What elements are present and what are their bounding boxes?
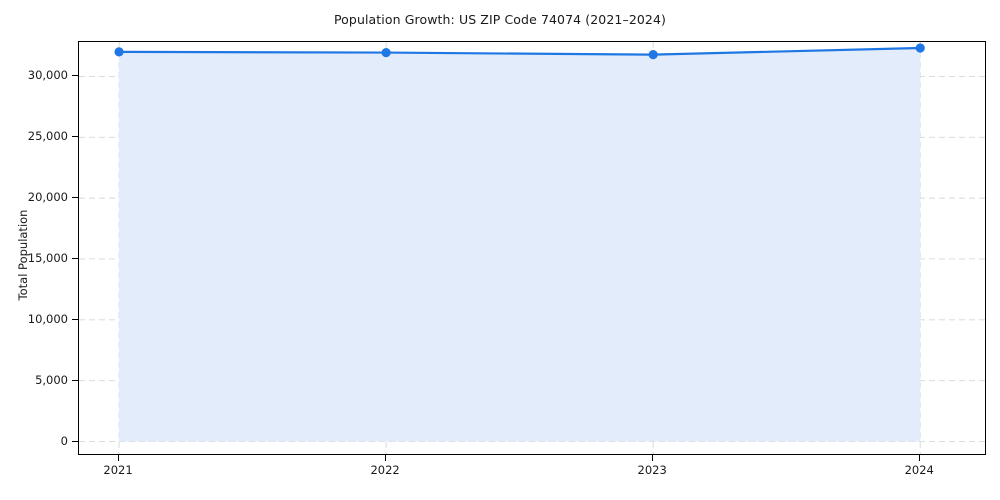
x-tick-label: 2024 [904,463,934,477]
data-point-marker [114,47,124,57]
y-tick-label: 25,000 [27,129,68,144]
y-tick-mark [72,440,78,442]
y-tick-label: 15,000 [27,250,68,265]
chart-title: Population Growth: US ZIP Code 74074 (20… [333,12,667,27]
x-tick-label: 2022 [370,463,400,477]
y-tick-mark [72,75,78,77]
y-tick-label: 0 [60,433,68,448]
y-tick-label: 20,000 [27,190,68,205]
y-tick-label: 5,000 [35,372,68,387]
x-tick-mark [652,455,654,461]
data-point-marker [381,47,391,58]
data-line [117,46,922,56]
plot-svg [79,42,985,454]
x-tick-mark [919,455,921,461]
y-tick-label: 30,000 [27,68,68,83]
y-tick-mark [72,318,78,320]
x-tick-label: 2023 [637,463,667,477]
data-point-marker [648,50,658,60]
y-tick-label: 10,000 [27,311,68,326]
x-tick-mark [385,455,387,461]
data-point-marker [915,43,925,53]
x-tick-mark [118,455,120,461]
area-fill [119,47,921,442]
y-tick-mark [72,197,78,199]
y-tick-mark [72,257,78,259]
y-tick-mark [72,136,78,138]
x-tick-label: 2021 [103,463,133,477]
y-tick-mark [72,379,78,381]
data-markers [114,43,925,60]
plot-area [78,41,986,455]
